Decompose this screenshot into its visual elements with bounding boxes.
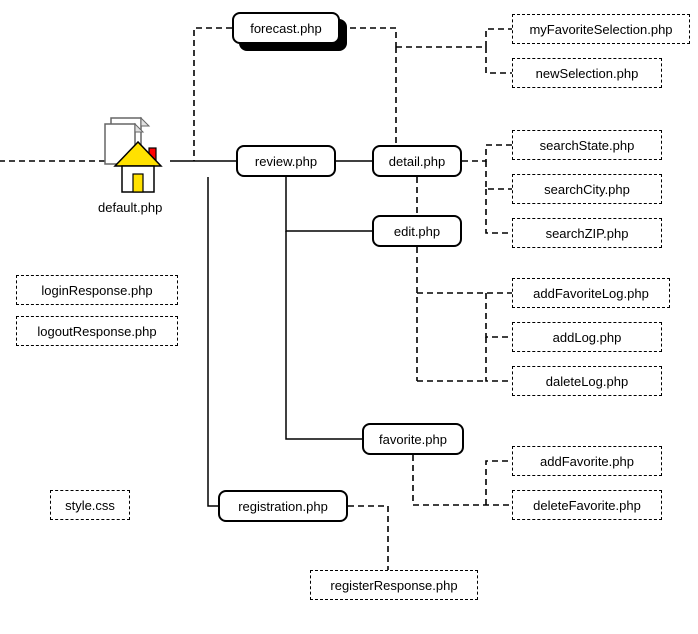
edit-label: edit.php	[394, 224, 440, 239]
my-favorite-selection-node: myFavoriteSelection.php	[512, 14, 690, 44]
new-selection-node: newSelection.php	[512, 58, 662, 88]
forecast-label: forecast.php	[250, 21, 322, 36]
default-php-label: default.php	[98, 200, 162, 215]
my-favorite-selection-label: myFavoriteSelection.php	[529, 22, 672, 37]
add-favorite-node: addFavorite.php	[512, 446, 662, 476]
default-php-text: default.php	[98, 200, 162, 215]
add-favorite-log-label: addFavoriteLog.php	[533, 286, 649, 301]
dalete-log-node: daleteLog.php	[512, 366, 662, 396]
register-response-label: registerResponse.php	[330, 578, 457, 593]
registration-node: registration.php	[218, 490, 348, 522]
logout-response-label: logoutResponse.php	[37, 324, 156, 339]
registration-label: registration.php	[238, 499, 328, 514]
home-icon	[105, 118, 171, 198]
add-log-node: addLog.php	[512, 322, 662, 352]
search-city-label: searchCity.php	[544, 182, 630, 197]
register-response-node: registerResponse.php	[310, 570, 478, 600]
search-city-node: searchCity.php	[512, 174, 662, 204]
new-selection-label: newSelection.php	[536, 66, 639, 81]
delete-favorite-node: deleteFavorite.php	[512, 490, 662, 520]
login-response-label: loginResponse.php	[41, 283, 152, 298]
login-response-node: loginResponse.php	[16, 275, 178, 305]
detail-node: detail.php	[372, 145, 462, 177]
search-state-label: searchState.php	[540, 138, 635, 153]
detail-label: detail.php	[389, 154, 445, 169]
search-zip-label: searchZIP.php	[546, 226, 629, 241]
search-state-node: searchState.php	[512, 130, 662, 160]
forecast-node: forecast.php	[232, 12, 340, 44]
edit-node: edit.php	[372, 215, 462, 247]
style-css-node: style.css	[50, 490, 130, 520]
search-zip-node: searchZIP.php	[512, 218, 662, 248]
add-log-label: addLog.php	[553, 330, 622, 345]
add-favorite-label: addFavorite.php	[540, 454, 634, 469]
diagram-stage: forecast.php review.php detail.php edit.…	[0, 0, 698, 634]
style-css-label: style.css	[65, 498, 115, 513]
delete-favorite-label: deleteFavorite.php	[533, 498, 641, 513]
favorite-label: favorite.php	[379, 432, 447, 447]
add-favorite-log-node: addFavoriteLog.php	[512, 278, 670, 308]
logout-response-node: logoutResponse.php	[16, 316, 178, 346]
favorite-node: favorite.php	[362, 423, 464, 455]
review-node: review.php	[236, 145, 336, 177]
dalete-log-label: daleteLog.php	[546, 374, 628, 389]
review-label: review.php	[255, 154, 317, 169]
